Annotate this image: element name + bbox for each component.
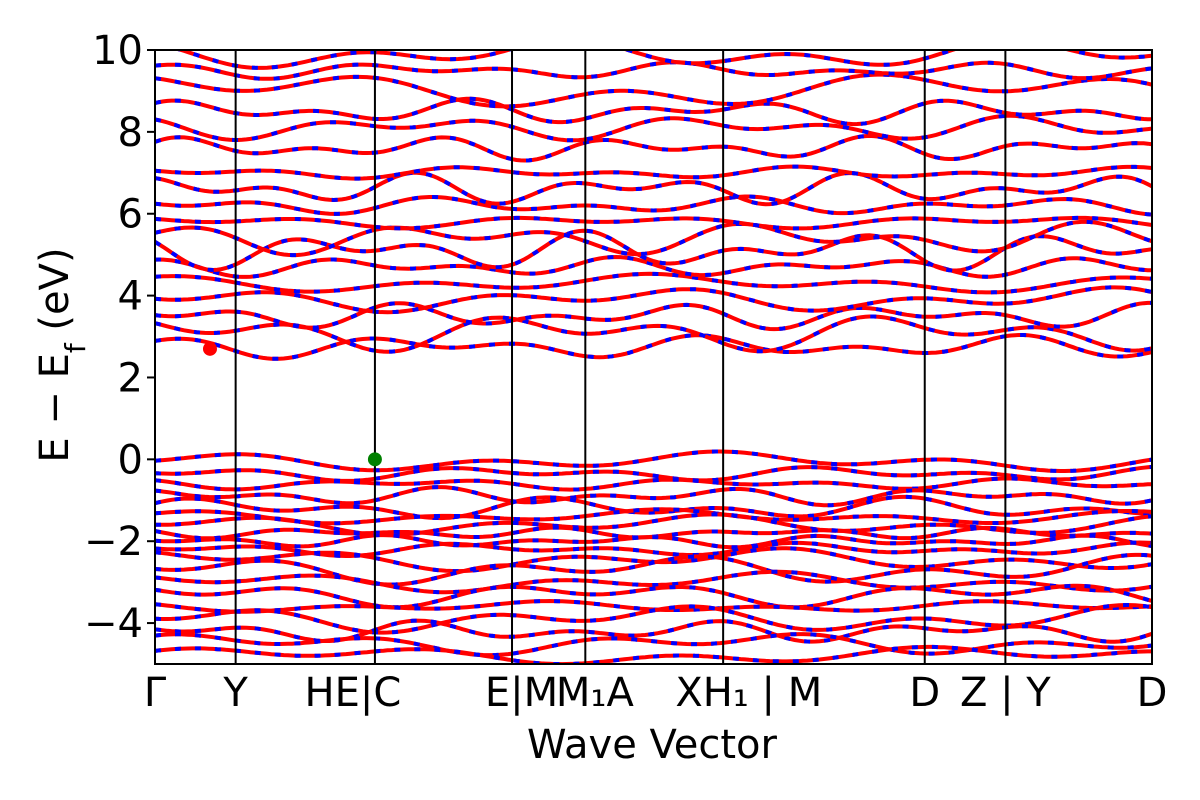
valence-band-9-spin-down [155, 540, 1152, 558]
x-tick-label: D [909, 670, 940, 716]
conduction-band-11-spin-down [155, 164, 1152, 181]
valence-band-1-spin-down [155, 464, 1152, 483]
conduction-band-16-spin-down [155, 60, 1152, 81]
conduction-band-7-spin-up [155, 219, 1152, 258]
conduction-band-3-spin-down [155, 285, 1152, 315]
y-ticks: 10 8 6 4 2 0 −2 −4 [84, 28, 155, 647]
conduction-band-10-spin-up [155, 170, 1152, 207]
conduction-band-9-spin-down [155, 194, 1152, 217]
plot-area [154, 49, 1153, 665]
conduction-band-17-spin-up [174, 50, 1152, 70]
y-tick-label: 8 [118, 110, 143, 156]
x-axis-label: Wave Vector [527, 722, 778, 768]
conduction-band-8-spin-up [155, 215, 1152, 231]
y-tick-label: −2 [84, 519, 143, 565]
x-tick-label: E|M [485, 670, 558, 716]
conduction-band-12-spin-up [155, 133, 1152, 163]
conduction-band-4-spin-down [155, 271, 1152, 295]
conduction-band-15-spin-down [155, 72, 1152, 109]
conduction-band-0-spin-down [155, 333, 1152, 361]
valence-band-11-spin-down [155, 552, 1152, 587]
valence-band-0-spin-down [155, 449, 1152, 473]
x-tick-label: Z | Y [960, 670, 1051, 716]
y-tick-label: 4 [118, 274, 143, 320]
valence-band-5-spin-down [155, 507, 1152, 526]
conduction-band-2-spin-up [155, 300, 1152, 332]
y-tick-label: 6 [118, 192, 143, 238]
conduction-band-5-spin-down [155, 254, 1152, 279]
valence-band-6-spin-down [155, 512, 1152, 537]
conduction-band-6-spin-down [155, 228, 1152, 273]
x-tick-label: Γ [144, 670, 167, 716]
conduction-band-13-spin-up [155, 113, 1152, 143]
valence-band-4-spin-down [155, 494, 1152, 521]
valence-band-17-spin-down [155, 632, 1152, 658]
valence-band-15-spin-down [155, 602, 1152, 635]
x-tick-label: M₁A [556, 670, 635, 716]
y-tick-label: 10 [92, 28, 143, 74]
valence-band-8-spin-down [155, 533, 1152, 550]
valence-band-12-spin-down [155, 569, 1152, 595]
valence-band-3-spin-down [155, 485, 1152, 508]
y-tick-label: −4 [84, 601, 143, 647]
valence-band-16-spin-down [155, 618, 1152, 644]
x-tick-label: XH₁ | M [675, 670, 822, 716]
x-tick-label: Y [222, 670, 248, 716]
x-tick-label: D [1137, 670, 1168, 716]
y-tick-label: 0 [118, 437, 143, 483]
vbm-marker [367, 452, 382, 467]
plot-frame [154, 49, 1153, 665]
valence-band-18-spin-down [155, 644, 1152, 664]
y-tick-label: 2 [118, 355, 143, 401]
conduction-band-1-spin-up [155, 314, 1152, 354]
valence-band-2-spin-down [155, 476, 1152, 492]
bands-group [155, 50, 1152, 664]
conduction-band-11-spin-up [155, 164, 1152, 181]
cbm-marker [202, 341, 217, 356]
valence-band-13-spin-down [155, 583, 1152, 610]
x-tick-label: HE|C [305, 670, 402, 716]
y-axis-label: E − Ef (eV) [32, 247, 92, 462]
valence-band-0-spin-up [155, 449, 1152, 473]
conduction-band-14-spin-up [155, 96, 1152, 127]
